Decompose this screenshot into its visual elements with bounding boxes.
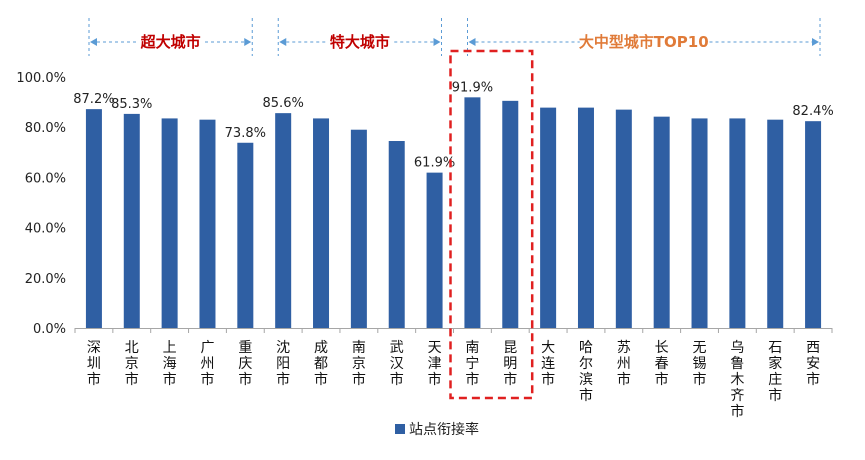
bar-重庆市	[237, 142, 254, 328]
bar-西安市	[805, 121, 822, 329]
group-label: 特大城市	[330, 33, 390, 51]
data-label: 91.9%	[452, 80, 493, 95]
category-label: 昆明市	[503, 340, 517, 388]
category-label: 武汉市	[390, 340, 404, 388]
category-label: 南京市	[352, 340, 366, 388]
category-label: 乌鲁木齐市	[730, 340, 744, 420]
category-label: 天津市	[428, 340, 442, 388]
category-label: 广州市	[200, 340, 214, 388]
bar-乌鲁木齐市	[729, 118, 746, 328]
data-label: 73.8%	[225, 126, 266, 141]
category-label: 西安市	[806, 340, 820, 388]
category-label: 哈尔滨市	[579, 340, 593, 404]
data-label: 85.3%	[111, 97, 152, 112]
category-label: 无锡市	[693, 340, 707, 388]
category-label: 北京市	[125, 340, 139, 388]
bar-深圳市	[85, 109, 102, 329]
category-label: 长春市	[655, 340, 669, 388]
group-bracket-arrow	[244, 38, 252, 46]
y-tick-label: 40.0%	[25, 222, 66, 237]
bar-成都市	[313, 118, 330, 328]
category-label: 沈阳市	[276, 340, 290, 388]
bar-上海市	[161, 118, 178, 328]
group-bracket-arrow	[812, 38, 819, 46]
group-label-bg	[325, 32, 394, 52]
bar-武汉市	[388, 141, 405, 328]
y-tick-label: 20.0%	[25, 272, 66, 287]
data-label: 61.9%	[414, 156, 455, 171]
bar-长春市	[653, 116, 670, 329]
data-label: 82.4%	[792, 104, 833, 119]
bar-苏州市	[615, 109, 632, 328]
group-bracket-arrow	[279, 38, 287, 46]
legend-label: 站点衔接率	[409, 421, 479, 438]
category-label: 重庆市	[238, 340, 252, 388]
legend-swatch	[395, 424, 405, 434]
bar-沈阳市	[275, 113, 292, 328]
y-tick-label: 0.0%	[33, 322, 66, 337]
y-tick-label: 60.0%	[25, 171, 66, 186]
bar-哈尔滨市	[577, 107, 594, 328]
group-bracket-arrow	[468, 38, 476, 46]
group-bracket-arrow	[90, 38, 97, 46]
group-label: 大中型城市TOP10	[579, 33, 709, 51]
group-label-bg	[579, 32, 708, 52]
bar-无锡市	[691, 118, 708, 328]
data-label: 87.2%	[73, 92, 114, 107]
bar-大连市	[540, 107, 557, 328]
category-label: 成都市	[314, 340, 328, 388]
bar-天津市	[426, 172, 443, 328]
y-tick-label: 100.0%	[16, 71, 66, 86]
group-bracket-arrow	[433, 38, 441, 46]
y-tick-label: 80.0%	[25, 121, 66, 136]
highlight-box	[449, 49, 534, 400]
category-label: 苏州市	[617, 340, 631, 388]
category-label: 大连市	[541, 340, 555, 388]
category-label: 南宁市	[465, 340, 479, 388]
group-label: 超大城市	[140, 33, 201, 51]
category-label: 石家庄市	[768, 340, 782, 404]
bar-南京市	[350, 129, 367, 328]
bar-石家庄市	[767, 119, 784, 328]
bar-昆明市	[502, 100, 519, 328]
bar-北京市	[123, 113, 140, 328]
bar-南宁市	[464, 97, 481, 329]
bar-广州市	[199, 119, 216, 328]
category-label: 上海市	[163, 340, 177, 388]
category-label: 深圳市	[87, 340, 101, 388]
data-label: 85.6%	[263, 96, 304, 111]
group-label-bg	[136, 32, 205, 52]
